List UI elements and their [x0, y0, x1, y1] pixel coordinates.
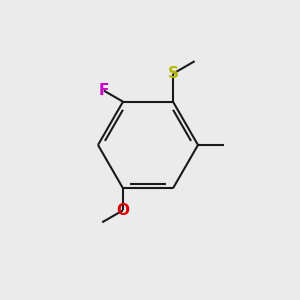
- Text: O: O: [116, 203, 130, 218]
- Text: S: S: [167, 66, 178, 81]
- Text: F: F: [99, 83, 109, 98]
